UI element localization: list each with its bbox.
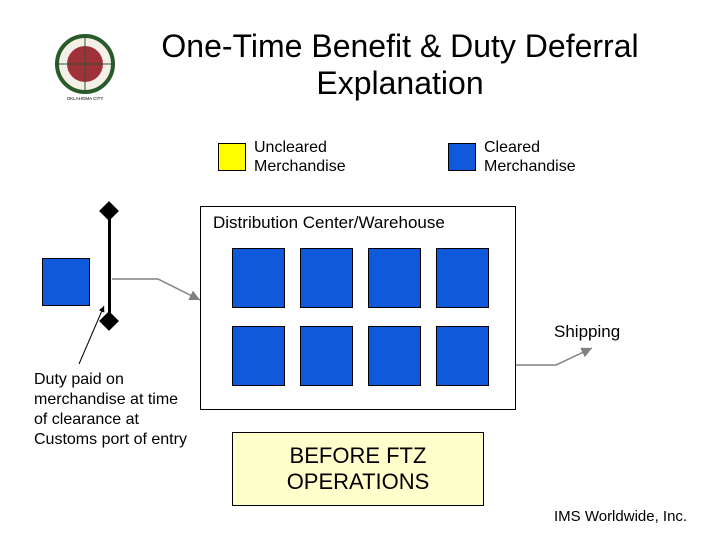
shipping-label: Shipping	[554, 322, 620, 342]
before-line1: BEFORE FTZ	[233, 443, 483, 469]
footer-credit: IMS Worldwide, Inc.	[554, 508, 687, 525]
shipping-text: Shipping	[554, 322, 620, 341]
footer-text: IMS Worldwide, Inc.	[554, 508, 687, 525]
before-line2: OPERATIONS	[233, 469, 483, 495]
before-ftz-box: BEFORE FTZ OPERATIONS	[232, 432, 484, 506]
